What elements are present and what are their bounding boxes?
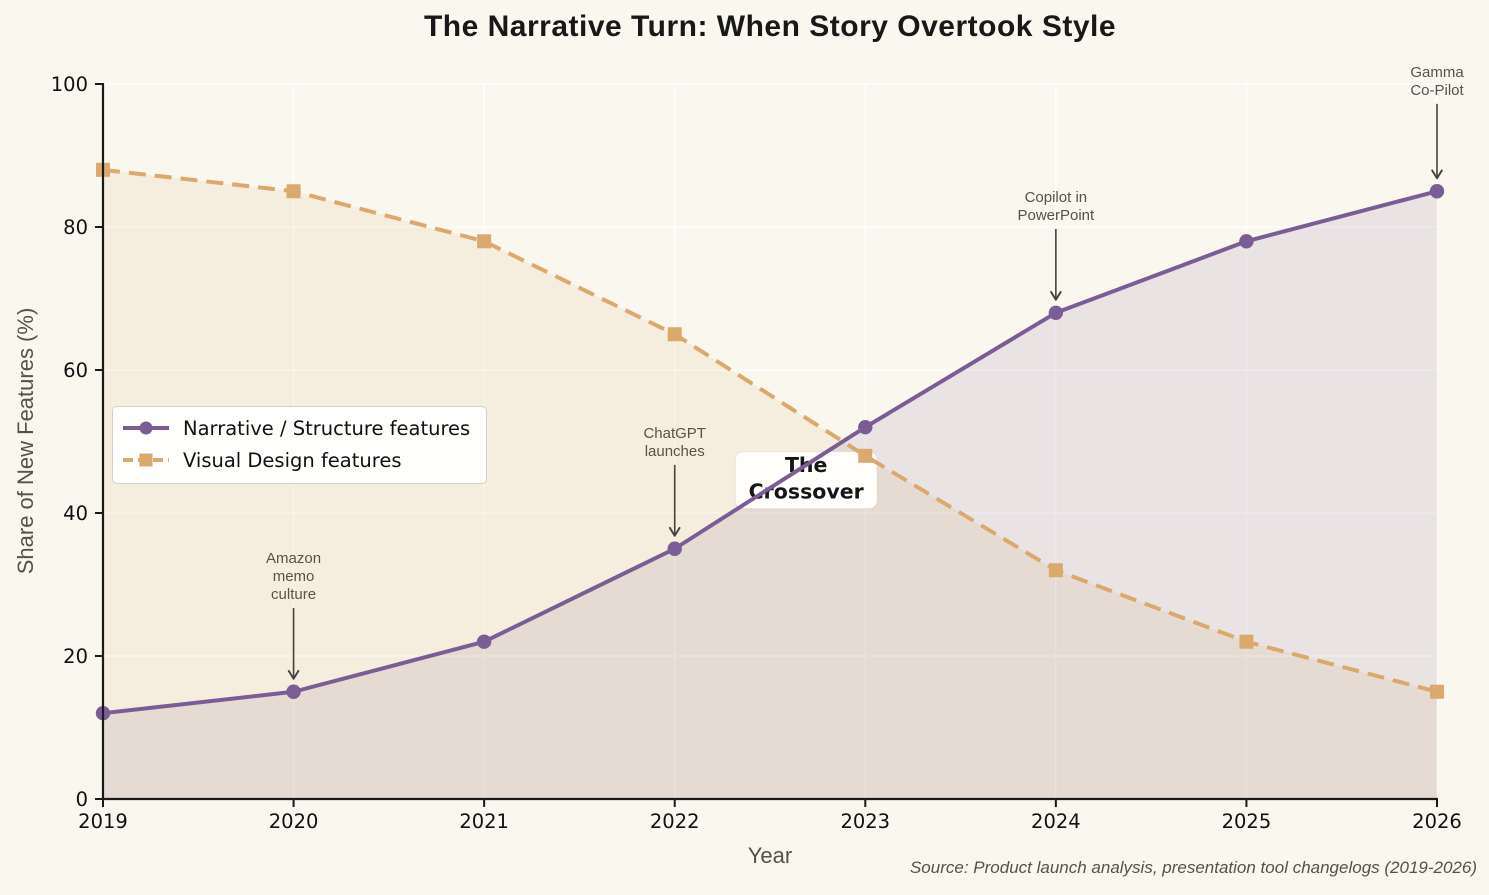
y-tick-label: 60 [63, 359, 88, 382]
gridlines [102, 83, 1438, 800]
crossover-box [734, 451, 878, 510]
visual-line-swatch [123, 453, 169, 467]
marker-square [1430, 684, 1444, 699]
annotation-text: PowerPoint [1017, 207, 1095, 224]
annotation-text: ChatGPT [643, 425, 706, 442]
marker-square [1048, 563, 1063, 578]
marker-circle [667, 541, 682, 556]
x-tick-label: 2025 [1222, 810, 1272, 833]
annotation-text: Amazon [266, 550, 321, 567]
legend-label-visual: Visual Design features [183, 448, 402, 472]
annotation-text: culture [271, 586, 316, 603]
marker-square [477, 234, 492, 249]
legend-label-narrative: Narrative / Structure features [183, 416, 471, 440]
series-path-0 [101, 189, 1439, 716]
chart-title: The Narrative Turn: When Story Overtook … [423, 10, 1117, 43]
legend-item-visual: Visual Design features [121, 445, 470, 475]
legend-item-narrative: Narrative / Structure features [121, 413, 470, 443]
x-tick-label: 2021 [459, 810, 509, 833]
y-tick-label: 40 [63, 502, 88, 525]
source-note: Source: Product launch analysis, present… [909, 858, 1477, 877]
marker-circle [476, 634, 492, 649]
annotation-text: launches [645, 443, 705, 460]
x-tick-label: 2024 [1031, 810, 1081, 833]
series-path-1 [102, 167, 1438, 694]
marker-square [858, 448, 873, 463]
annotation-text: Gamma [1410, 64, 1464, 81]
narrative-line [95, 184, 1445, 721]
x-tick-label: 2023 [840, 810, 890, 833]
narrative-line-swatch [123, 421, 169, 435]
y-tick-label: 80 [63, 216, 88, 239]
axes [95, 83, 1438, 807]
legend: Narrative / Structure features Visual De… [112, 406, 488, 484]
marker-circle [286, 684, 301, 699]
marker-circle [1429, 184, 1445, 199]
marker-square [286, 184, 301, 199]
y-tick-label: 20 [63, 645, 88, 668]
marker-circle [858, 420, 873, 435]
y-tick-label: 0 [76, 788, 88, 811]
x-tick-label: 2020 [269, 810, 319, 833]
x-axis-label: Year [747, 843, 793, 868]
annotation-text: memo [273, 568, 315, 585]
y-tick-label: 100 [51, 73, 88, 96]
marker-circle [1048, 305, 1064, 320]
marker-square [667, 327, 682, 342]
x-tick-label: 2019 [78, 810, 128, 833]
tick-labels: 0 20 40 60 80 100 2019 2020 2021 2022 2023 2024 2025… [51, 73, 1462, 833]
visual-line [96, 162, 1444, 699]
marker-square [1239, 634, 1254, 649]
annotation-text: Co-Pilot [1410, 82, 1464, 99]
x-tick-label: 2022 [650, 810, 700, 833]
x-tick-label: 2026 [1412, 810, 1462, 833]
y-axis-label: Share of New Features (%) [13, 307, 38, 575]
marker-circle [1239, 234, 1254, 249]
annotation-text: Copilot in [1025, 189, 1088, 206]
